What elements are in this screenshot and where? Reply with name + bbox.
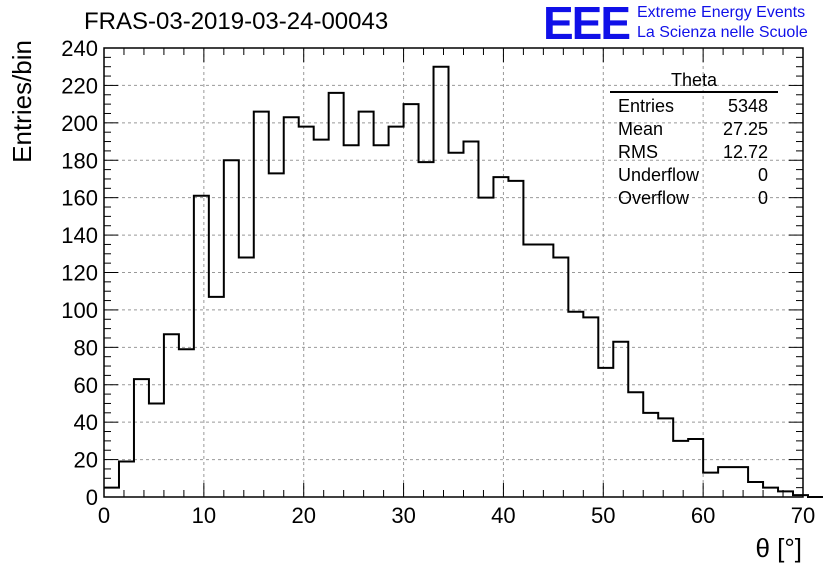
y-tick-label: 100 [61,298,98,323]
stats-label: Underflow [618,165,700,185]
stats-row-rms: RMS 12.72 [610,141,778,164]
x-axis-label: θ [°] [755,533,802,563]
y-tick-label: 160 [61,186,98,211]
stats-value: 5348 [727,96,768,116]
stats-row-overflow: Overflow 0 [610,187,778,210]
histogram-step-line [104,65,823,498]
x-tick-label: 50 [591,503,615,528]
eee-logo-mark: EEE [543,0,631,49]
stats-row-mean: Mean 27.25 [610,118,778,141]
stats-label: Overflow [618,188,690,208]
stats-value: 12.72 [722,142,768,162]
x-tick-label: 20 [291,503,315,528]
y-tick-label: 80 [74,335,98,360]
y-tick-label: 120 [61,261,98,286]
tick-labels: 0 10 20 30 40 50 60 70 0 20 40 60 80 100 120 140 160 180 2… [61,36,815,528]
stats-box: Theta Entries 5348 Mean 27.25 RMS 12.72 … [610,70,778,210]
run-title: FRAS-03-2019-03-24-00043 [84,8,389,35]
axis-ticks [103,47,804,498]
x-tick-label: 70 [791,503,815,528]
stats-value: 0 [757,165,768,185]
x-tick-label: 60 [691,503,715,528]
stats-row-underflow: Underflow 0 [610,164,778,187]
y-tick-label: 60 [74,373,98,398]
grid-lines [104,48,803,497]
stats-label: Mean [618,119,664,139]
x-tick-label: 40 [491,503,515,528]
y-tick-label: 240 [61,36,98,61]
x-tick-label: 10 [192,503,216,528]
stats-row-entries: Entries 5348 [610,95,778,118]
y-tick-label: 200 [61,111,98,136]
y-tick-label: 20 [74,448,98,473]
y-axis-label: Entries/bin [7,40,37,163]
logo-tagline-2: La Scienza nelle Scuole [637,24,808,41]
stats-title: Theta [670,70,718,90]
stats-divider [610,91,778,93]
stats-label: RMS [618,142,658,162]
stats-value: 0 [757,188,768,208]
y-tick-label: 140 [61,223,98,248]
y-tick-label: 0 [86,485,98,510]
logo-tagline-1: Extreme Energy Events [637,4,806,21]
y-tick-label: 220 [61,73,98,98]
eee-logo: EEE Extreme Energy Events La Scienza nel… [543,0,833,49]
x-tick-label: 0 [98,503,110,528]
x-tick-label: 30 [391,503,415,528]
stats-value: 27.25 [722,119,768,139]
stats-label: Entries [618,96,675,116]
y-tick-label: 40 [74,410,98,435]
y-tick-label: 180 [61,148,98,173]
